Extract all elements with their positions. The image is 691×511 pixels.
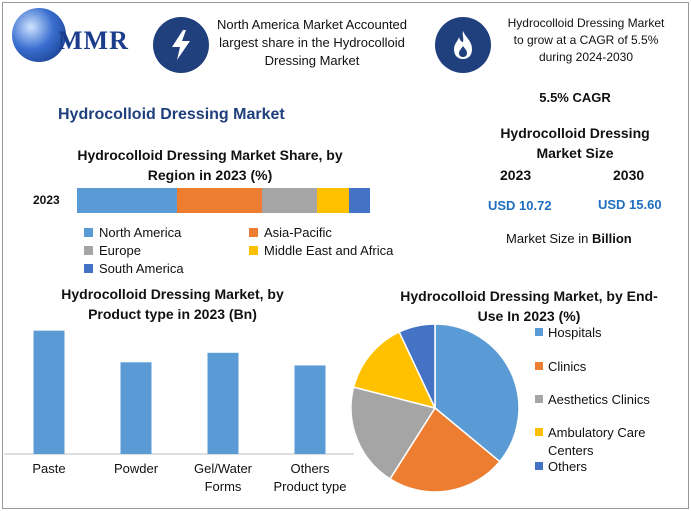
- year-2030-label: 2030: [613, 167, 645, 183]
- value-2023: USD 10.72: [488, 198, 552, 213]
- pie-slice-hospitals: [434, 323, 520, 463]
- pie-legend-swatch: [535, 328, 543, 336]
- product-tick-label: Paste: [32, 461, 65, 476]
- pie-legend-label: Ambulatory Care: [548, 425, 646, 440]
- enduse-pie-legend: Hospitals Clinics Aesthetics Clinics Ambula…: [535, 325, 650, 474]
- enduse-pie-chart: [350, 323, 520, 493]
- globe-logo-icon: [12, 8, 66, 62]
- product-tick-label: Others: [290, 461, 330, 476]
- main-title: Hydrocolloid Dressing Market: [58, 106, 285, 123]
- product-tick-label: Powder: [114, 461, 159, 476]
- pie-slice-clinics: [388, 406, 501, 493]
- legend-swatch: [249, 228, 258, 237]
- legend-swatch: [84, 264, 93, 273]
- product-chart-title: Hydrocolloid Dressing Market, by Product…: [61, 286, 284, 322]
- product-tick-label: Gel/Water: [194, 461, 253, 476]
- market-size-title: Hydrocolloid Dressing Market Size: [500, 125, 650, 161]
- market-size-note: Market Size in Billion: [506, 231, 632, 246]
- product-bar-chart: Paste Powder Gel/Water Forms Others Product t…: [4, 330, 354, 494]
- region-bar-segment-asia-pacific: [176, 188, 262, 213]
- product-bar-1: [120, 362, 152, 454]
- region-bar-category: 2023: [33, 193, 60, 207]
- header-north-america-text: North America Market Accounted largest s…: [216, 17, 408, 68]
- value-2030: USD 15.60: [598, 197, 662, 212]
- region-stacked-bar: [77, 188, 370, 213]
- region-bar-segment-north-america: [77, 188, 177, 213]
- enduse-chart-title: Hydrocolloid Dressing Market, by End-Use…: [400, 288, 658, 324]
- product-bar-0: [33, 330, 65, 454]
- flame-icon: [435, 17, 491, 73]
- region-bar-segment-south-america: [349, 188, 370, 213]
- pie-slice-others: [398, 323, 436, 409]
- region-bar-segment-europe: [261, 188, 318, 213]
- pie-slice-ambulatory-care-centers: [352, 330, 437, 410]
- legend-europe: Europe: [84, 243, 141, 258]
- pie-legend-swatch: [535, 362, 543, 370]
- year-2023-label: 2023: [500, 167, 532, 183]
- pie-legend-swatch: [535, 462, 543, 470]
- pie-legend-label: Clinics: [548, 359, 587, 374]
- logo-text: MMR: [58, 26, 129, 55]
- product-bar-2: [207, 352, 239, 454]
- pie-legend-label: Aesthetics Clinics: [548, 392, 650, 407]
- pie-legend-swatch: [535, 428, 543, 436]
- legend-swatch: [84, 246, 93, 255]
- pie-legend-swatch: [535, 395, 543, 403]
- legend-mea: Middle East and Africa: [249, 243, 393, 258]
- note-prefix: Market Size in: [506, 231, 592, 246]
- product-tick-label: Forms: [205, 479, 242, 494]
- legend-swatch: [249, 246, 258, 255]
- cagr-label: 5.5% CAGR: [539, 90, 611, 105]
- region-bar-segment-middle-east-and-africa: [317, 188, 350, 213]
- legend-asia-pacific: Asia-Pacific: [249, 225, 332, 240]
- pie-slice-aesthetics-clinics: [350, 386, 437, 480]
- legend-swatch: [84, 228, 93, 237]
- note-unit: Billion: [591, 231, 632, 246]
- pie-legend-label: Hospitals: [548, 325, 602, 340]
- pie-legend-label: Centers: [548, 443, 594, 458]
- legend-label: Middle East and Africa: [264, 243, 394, 258]
- legend-label: North America: [99, 225, 182, 240]
- product-bar-3: [294, 365, 326, 454]
- pie-legend-label: Others: [548, 459, 588, 474]
- legend-label: Europe: [99, 243, 141, 258]
- lightning-icon: [153, 17, 209, 73]
- region-chart-title: Hydrocolloid Dressing Market Share, by R…: [77, 147, 343, 183]
- legend-south-america: South America: [84, 261, 184, 276]
- legend-label: Asia-Pacific: [264, 225, 332, 240]
- product-tick-label: Product type: [274, 479, 347, 494]
- legend-north-america: North America: [84, 225, 181, 240]
- header-cagr-text: Hydrocolloid Dressing Market to grow at …: [507, 16, 665, 64]
- legend-label: South America: [99, 261, 184, 276]
